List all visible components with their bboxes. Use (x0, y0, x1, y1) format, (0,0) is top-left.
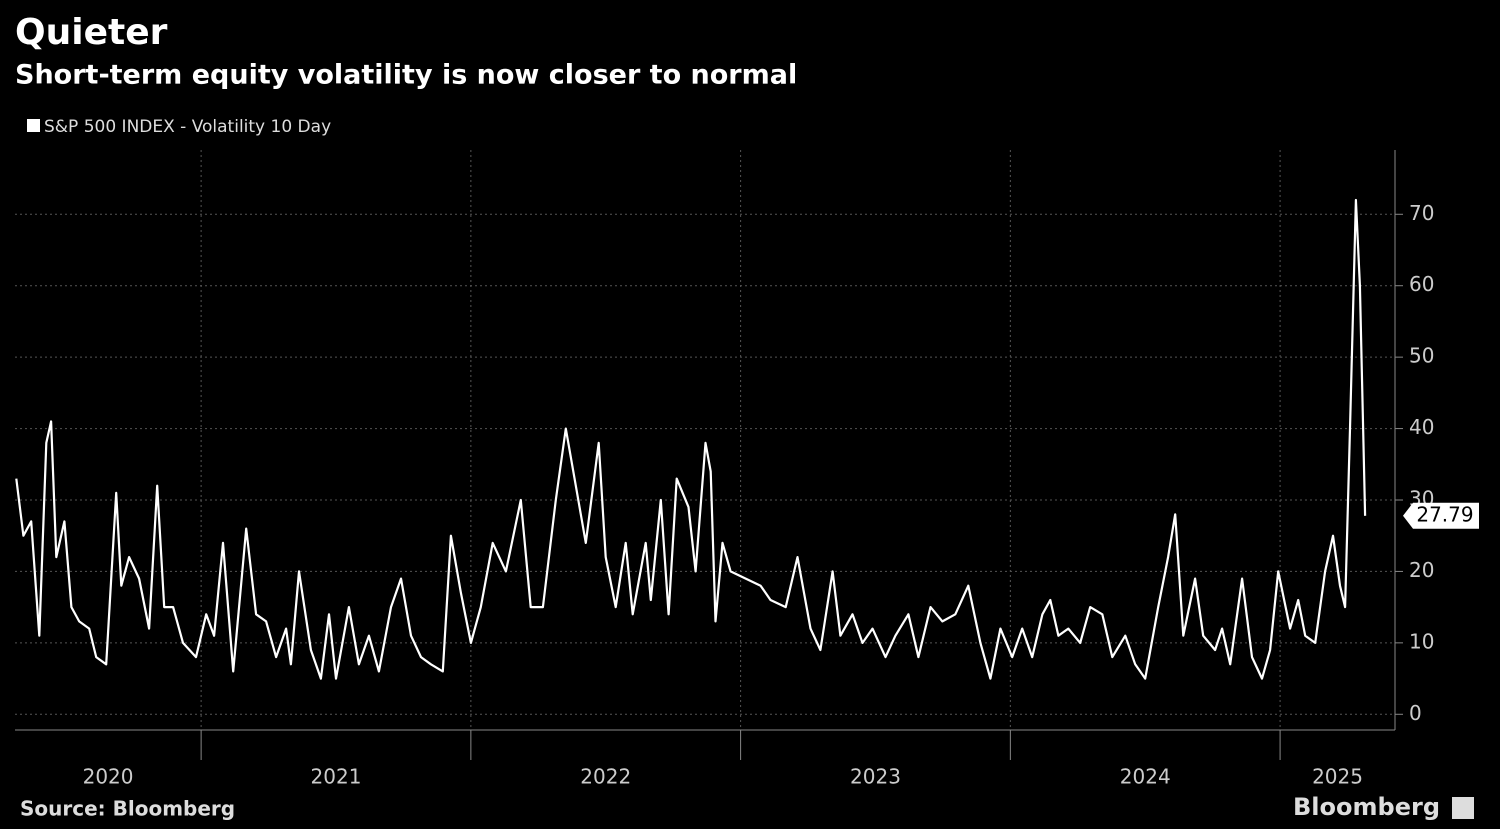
chart-title: Quieter (15, 12, 168, 53)
source: Source: Bloomberg (20, 797, 235, 821)
x-tick-label: 2021 (311, 765, 362, 789)
y-tick-label: 20 (1409, 558, 1434, 582)
x-tick-label: 2022 (580, 765, 631, 789)
y-tick-label: 10 (1409, 629, 1434, 653)
line (15, 198, 1367, 680)
last-value-box (1403, 502, 1479, 529)
last-value-label: 27.79 (1416, 502, 1473, 526)
y-tick-label: 40 (1409, 415, 1434, 439)
x-tick-label: 2025 (1312, 765, 1363, 789)
x-tick-label: 2020 (83, 765, 134, 789)
y-tick-label: 60 (1409, 272, 1434, 296)
x-tick-label: 2024 (1120, 765, 1171, 789)
x-tick-label: 2023 (850, 765, 901, 789)
y-tick-label: 70 (1409, 201, 1434, 225)
y-tick-label: 0 (1409, 701, 1422, 725)
y-tick-label: 50 (1409, 344, 1434, 368)
legend-label: S&P 500 INDEX - Volatility 10 Day (44, 117, 331, 137)
brand: Bloomberg (1293, 793, 1440, 821)
chart-subtitle: Short-term equity volatility is now clos… (15, 60, 797, 91)
brand-icon (1452, 797, 1474, 819)
legend-swatch (27, 119, 40, 132)
